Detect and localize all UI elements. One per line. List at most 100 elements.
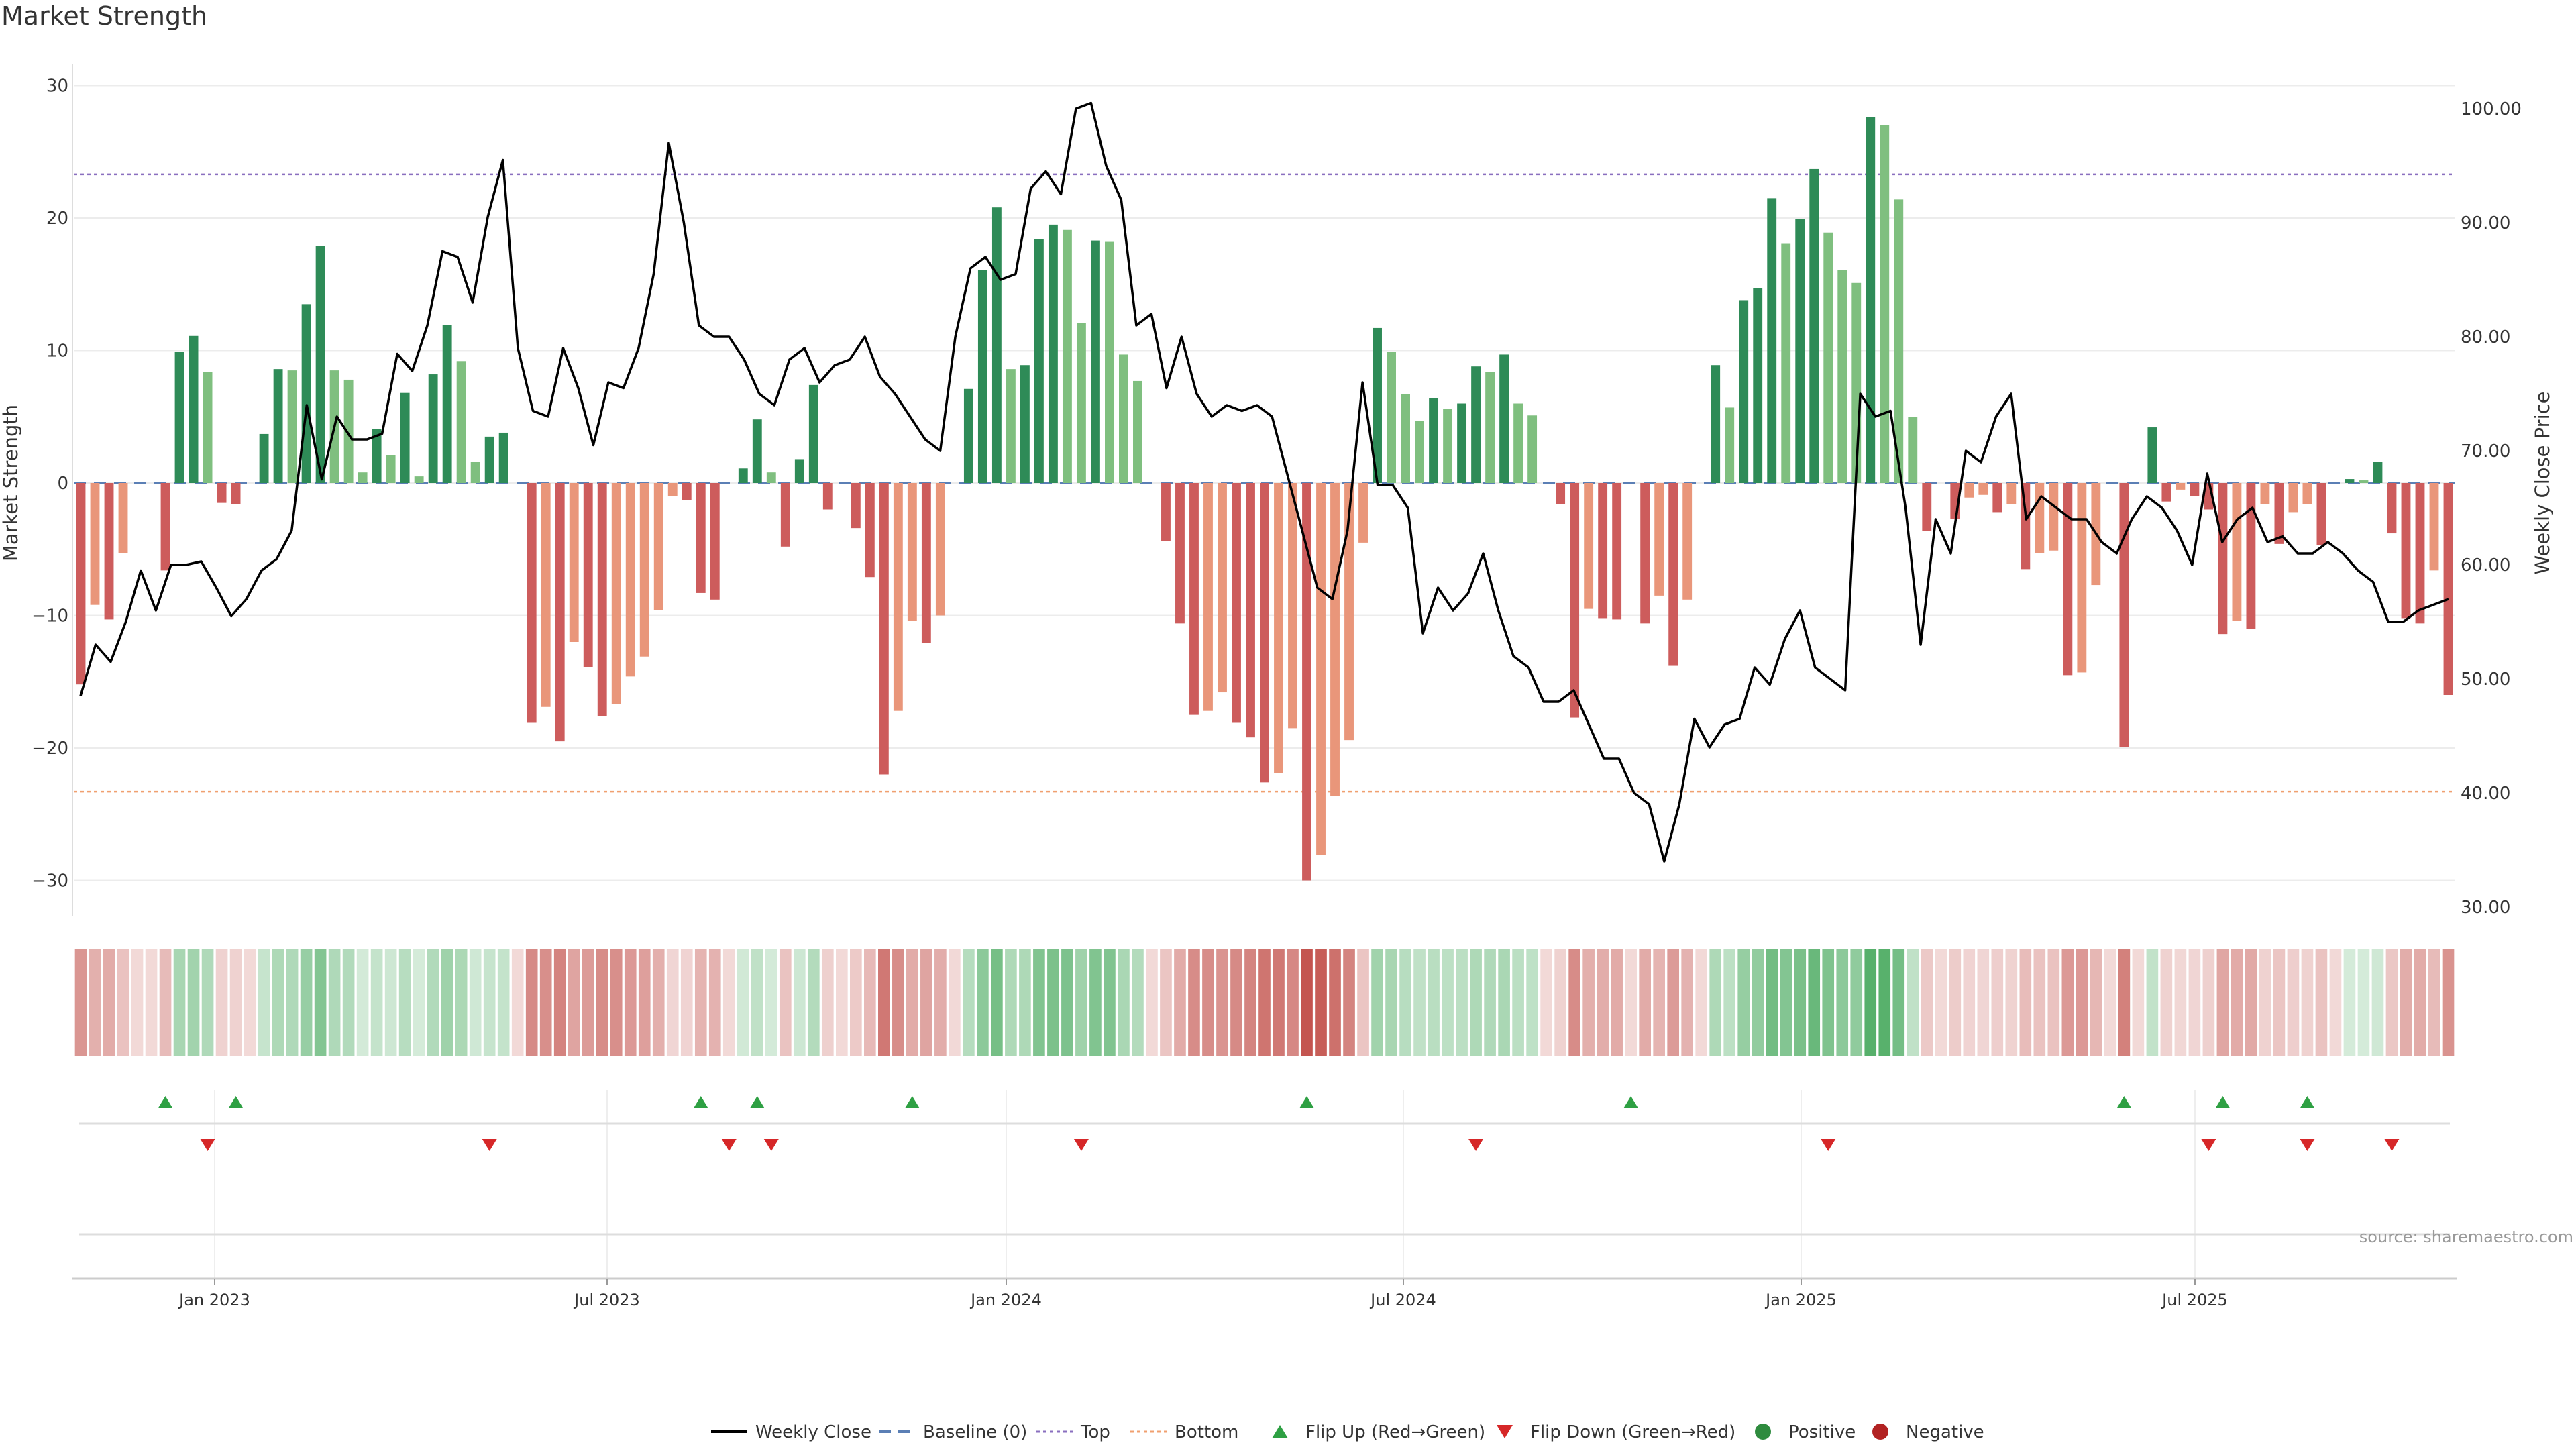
heat-cell-49 [765, 949, 777, 1056]
heat-cell-53 [821, 949, 834, 1056]
heat-cell-8 [187, 949, 200, 1056]
heat-cell-145 [2118, 949, 2131, 1056]
bar-89 [1330, 483, 1340, 796]
heat-cell-43 [680, 949, 693, 1056]
heat-cell-155 [2259, 949, 2271, 1056]
heat-cell-130 [1907, 949, 1919, 1056]
heat-cell-57 [878, 949, 890, 1056]
bar-73 [1105, 241, 1114, 483]
bar-68 [1034, 239, 1044, 483]
heat-cell-154 [2245, 949, 2257, 1056]
bar-153 [2232, 483, 2242, 621]
heat-cell-23 [398, 949, 411, 1056]
heat-cell-61 [934, 949, 947, 1056]
heat-cell-21 [370, 949, 383, 1056]
bar-111 [1640, 483, 1650, 624]
bar-21 [372, 429, 382, 483]
y2-tick-label-6: 40.00 [2461, 784, 2510, 804]
bar-95 [1415, 421, 1424, 483]
bar-82 [1232, 483, 1241, 723]
bar-16 [301, 304, 311, 483]
bar-94 [1401, 394, 1410, 483]
y-tick-label-2: 10 [46, 341, 68, 362]
bar-48 [752, 419, 762, 483]
bar-93 [1387, 352, 1396, 483]
bar-159 [2316, 483, 2326, 545]
bar-134 [1964, 483, 1974, 498]
y-tick-label-1: 20 [46, 209, 68, 229]
heat-cell-56 [864, 949, 876, 1056]
heat-cell-168 [2442, 949, 2455, 1056]
heat-cell-103 [1526, 949, 1538, 1056]
heat-cell-91 [1357, 949, 1369, 1056]
flip-down-marker-6 [1821, 1139, 1836, 1151]
bar-74 [1119, 354, 1128, 483]
heat-cell-27 [455, 949, 468, 1056]
bar-11 [231, 483, 241, 504]
flip-down-marker-9 [2384, 1139, 2400, 1151]
bar-156 [2274, 483, 2284, 544]
bar-120 [1767, 198, 1777, 483]
heat-cell-3 [117, 949, 129, 1056]
heat-cell-109 [1611, 949, 1623, 1056]
heat-cell-22 [384, 949, 397, 1056]
heat-cell-14 [272, 949, 284, 1056]
bar-70 [1062, 229, 1072, 483]
bar-116 [1711, 365, 1721, 483]
heat-cell-115 [1695, 949, 1708, 1056]
bar-6 [160, 483, 170, 571]
bar-121 [1781, 243, 1791, 483]
heat-cell-19 [342, 949, 355, 1056]
legend-label-1: Baseline (0) [923, 1422, 1027, 1442]
heat-cell-148 [2160, 949, 2173, 1056]
heat-cell-41 [652, 949, 665, 1056]
x-tick-label-0: Jan 2023 [178, 1291, 250, 1309]
heat-cell-31 [511, 949, 524, 1056]
bar-0 [76, 483, 86, 685]
bar-103 [1527, 415, 1538, 483]
bar-20 [358, 472, 368, 483]
heat-cell-152 [2216, 949, 2229, 1056]
bar-78 [1175, 483, 1185, 624]
heat-cell-11 [229, 949, 242, 1056]
heat-cell-64 [977, 949, 989, 1056]
heat-cell-126 [1850, 949, 1863, 1056]
bar-105 [1556, 483, 1566, 504]
bar-100 [1485, 372, 1495, 483]
legend-item-0: Weekly Close [711, 1422, 871, 1442]
heat-cell-38 [610, 949, 623, 1056]
bar-50 [780, 483, 790, 547]
bar-127 [1866, 117, 1876, 483]
bar-38 [611, 483, 621, 704]
bar-106 [1570, 483, 1580, 718]
bar-51 [794, 459, 804, 483]
bar-152 [2218, 483, 2228, 635]
bar-39 [625, 483, 635, 677]
x-tick-label-2: Jan 2024 [969, 1291, 1042, 1309]
bar-98 [1457, 403, 1467, 483]
bar-49 [766, 472, 776, 483]
heat-cell-121 [1780, 949, 1792, 1056]
heat-cell-76 [1146, 949, 1158, 1056]
bar-61 [935, 483, 945, 616]
flip-markers-panel [79, 1090, 2450, 1278]
bar-3 [118, 483, 128, 553]
bar-91 [1358, 483, 1368, 543]
heat-cell-140 [2047, 949, 2060, 1056]
heat-cell-58 [892, 949, 904, 1056]
heat-cell-47 [737, 949, 749, 1056]
heat-cell-158 [2301, 949, 2314, 1056]
heat-cell-80 [1202, 949, 1214, 1056]
heat-cell-83 [1244, 949, 1256, 1056]
heat-cell-139 [2033, 949, 2046, 1056]
heat-cell-16 [300, 949, 313, 1056]
heat-cell-118 [1737, 949, 1750, 1056]
bar-113 [1668, 483, 1678, 666]
x-tick-label-4: Jan 2025 [1764, 1291, 1837, 1309]
heat-cell-164 [2385, 949, 2398, 1056]
legend-item-1: Baseline (0) [879, 1422, 1027, 1442]
heat-cell-10 [215, 949, 228, 1056]
bar-81 [1218, 483, 1227, 693]
heat-cell-82 [1230, 949, 1242, 1056]
bar-99 [1471, 366, 1481, 483]
